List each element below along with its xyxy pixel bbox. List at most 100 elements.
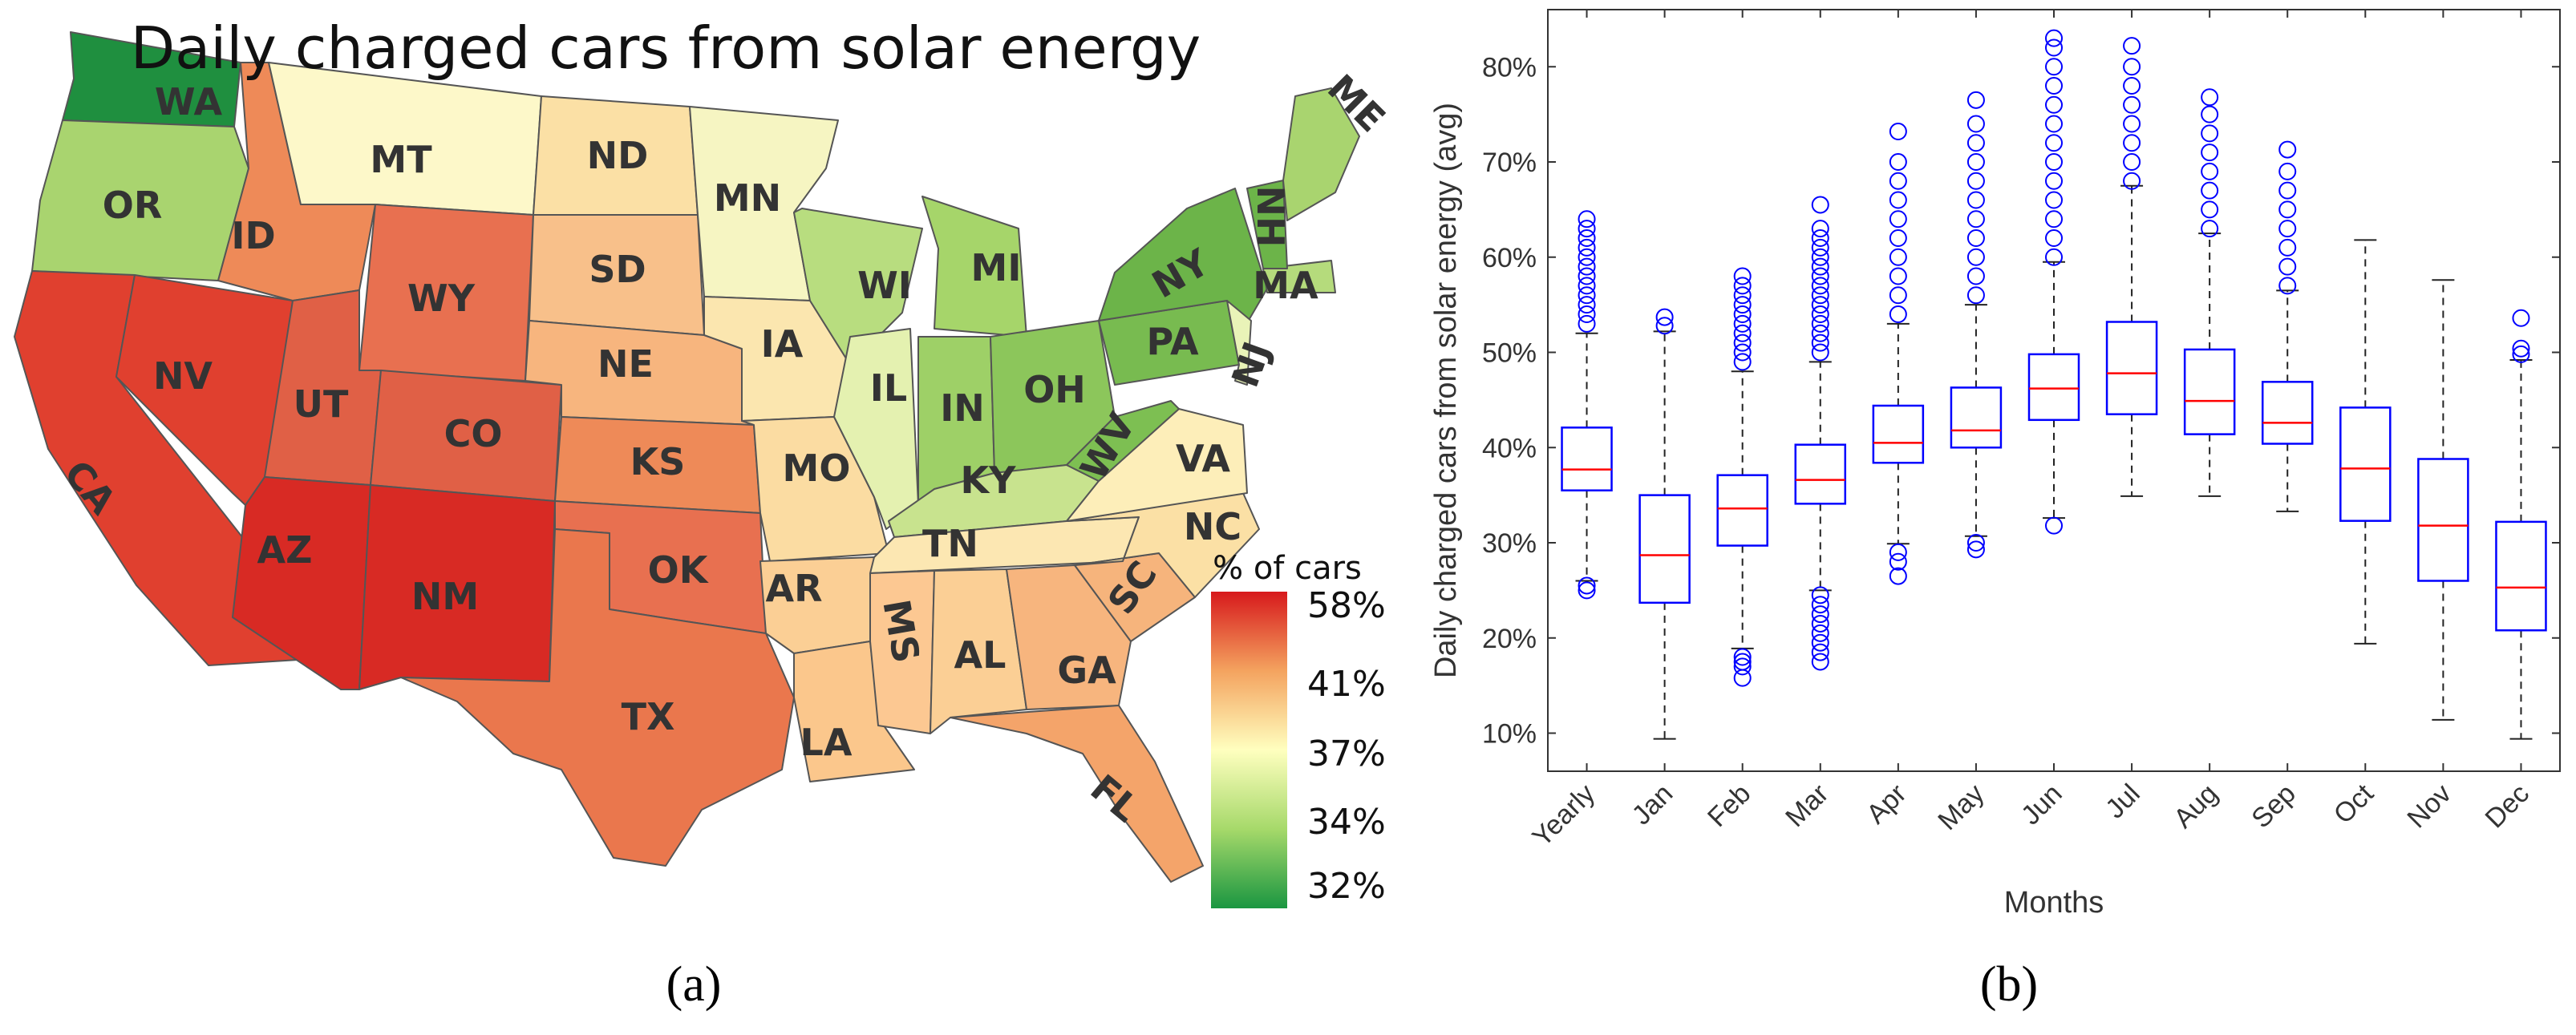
- outlier-point: [1578, 267, 1596, 285]
- outlier-point: [1733, 334, 1752, 352]
- outlier-point: [1733, 669, 1752, 687]
- boxplot-chart: 10% 20% 30% 40% 50% 60% 70% 80% Yearly Jan Feb Mar…: [1429, 9, 2561, 920]
- outlier-point: [2045, 38, 2063, 57]
- outlier-point: [2278, 181, 2297, 200]
- outlier-point: [2512, 339, 2530, 358]
- outlier-point: [2201, 88, 2219, 107]
- outlier-point: [2201, 162, 2219, 180]
- legend-tick: 32%: [1307, 866, 1386, 907]
- outlier-point: [1811, 653, 1829, 671]
- outlier-point: [2278, 277, 2297, 295]
- box-mar: [1794, 196, 1847, 671]
- outlier-point: [2278, 257, 2297, 276]
- iqr-box: [2495, 520, 2547, 632]
- x-tick-label: Jan: [1626, 778, 1679, 831]
- outlier-point: [1811, 614, 1829, 633]
- outlier-point: [2045, 134, 2063, 152]
- outlier-point: [1811, 196, 1829, 214]
- outlier-point: [2123, 37, 2141, 55]
- x-axis-title: Months: [2004, 886, 2104, 920]
- outlier-point: [1966, 172, 1985, 190]
- outlier-point: [1578, 277, 1596, 295]
- outlier-point: [1733, 657, 1752, 676]
- outlier-point: [2278, 162, 2297, 180]
- outlier-point: [1889, 305, 1907, 323]
- iqr-box: [1950, 386, 2003, 449]
- x-tick-label: Feb: [1702, 778, 1756, 833]
- x-tick-label: Dec: [2479, 778, 2535, 835]
- outlier-point: [2045, 95, 2063, 114]
- outlier-point: [1811, 248, 1829, 266]
- outlier-point: [2045, 172, 2063, 190]
- panel-label-b: (b): [1980, 957, 2038, 1012]
- y-tick-label: 30%: [1482, 528, 1537, 559]
- state-ms: [869, 570, 935, 734]
- outlier-point: [1578, 296, 1596, 314]
- outlier-point: [1811, 586, 1829, 604]
- state-nc: [1066, 492, 1260, 598]
- legend-tick: 37%: [1307, 734, 1386, 774]
- x-tick-label: Oct: [2328, 778, 2380, 830]
- outlier-point: [1655, 308, 1674, 326]
- outlier-point: [2045, 29, 2063, 47]
- state-label-ia: IA: [761, 322, 804, 366]
- box-feb: [1716, 267, 1768, 687]
- outlier-point: [1811, 605, 1829, 624]
- x-tick-label: Jun: [2015, 778, 2068, 831]
- state-label-la: LA: [800, 721, 853, 764]
- outlier-point: [2201, 220, 2219, 238]
- outlier-point: [2123, 115, 2141, 133]
- outlier-point: [2123, 77, 2141, 95]
- outlier-point: [1811, 596, 1829, 614]
- outlier-point: [1578, 248, 1596, 266]
- outlier-point: [1578, 210, 1596, 228]
- state-label-ut: UT: [294, 382, 349, 426]
- y-tick-label: 50%: [1482, 338, 1537, 369]
- legend-title: % of cars: [1213, 550, 1362, 587]
- outlier-point: [1733, 305, 1752, 323]
- box-apr: [1872, 123, 1925, 585]
- state-label-nv: NV: [153, 354, 213, 398]
- x-tick-label: Mar: [1780, 778, 1834, 833]
- outlier-point: [2278, 200, 2297, 219]
- outlier-point: [1733, 267, 1752, 285]
- x-tick-label: Yearly: [1526, 778, 1601, 853]
- outlier-point: [2045, 210, 2063, 228]
- outlier-point: [1811, 334, 1829, 352]
- outlier-point: [2123, 134, 2141, 152]
- iqr-box: [2105, 321, 2158, 415]
- outlier-point: [1966, 134, 1985, 152]
- outlier-point: [1889, 191, 1907, 209]
- panel-label-a: (a): [666, 957, 722, 1012]
- state-label-wi: WI: [857, 264, 912, 307]
- y-tick-label: 60%: [1482, 243, 1537, 273]
- state-fl: [950, 705, 1204, 883]
- outlier-point: [2201, 144, 2219, 162]
- outlier-point: [2201, 124, 2219, 143]
- legend-tick: 34%: [1307, 802, 1386, 843]
- outlier-point: [1811, 286, 1829, 305]
- outlier-point: [1733, 648, 1752, 666]
- outlier-point: [1811, 324, 1829, 342]
- iqr-box: [2027, 353, 2080, 422]
- outlier-point: [1811, 267, 1829, 285]
- y-tick-label: 70%: [1482, 148, 1537, 178]
- outlier-point: [1811, 643, 1829, 661]
- outlier-point: [1733, 324, 1752, 342]
- outlier-point: [1966, 267, 1985, 285]
- state-label-mn: MN: [714, 176, 781, 220]
- outlier-point: [2045, 58, 2063, 76]
- outlier-point: [1889, 153, 1907, 171]
- iqr-box: [2261, 381, 2314, 445]
- state-label-nc: NC: [1184, 505, 1241, 548]
- outlier-point: [1733, 353, 1752, 371]
- state-shapes: [14, 31, 1360, 883]
- state-label-mt: MT: [370, 138, 432, 181]
- outlier-point: [1811, 229, 1829, 247]
- outlier-point: [1966, 540, 1985, 559]
- state-nj: [1226, 300, 1252, 386]
- box-jan: [1638, 308, 1691, 740]
- x-tick-label: Jul: [2100, 778, 2146, 825]
- outlier-point: [1966, 91, 1985, 109]
